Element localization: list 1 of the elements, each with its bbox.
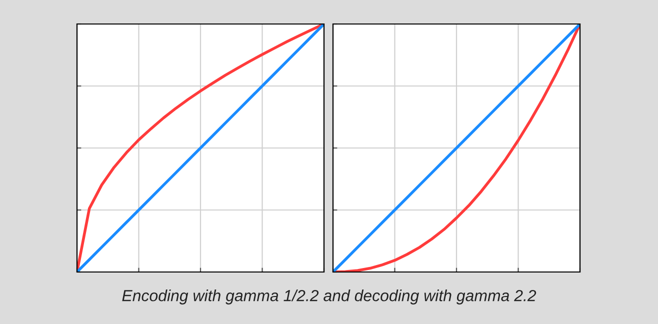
text: Encoding with gamma 1/2.2 and decoding with gamma 2.2: [122, 290, 536, 304]
